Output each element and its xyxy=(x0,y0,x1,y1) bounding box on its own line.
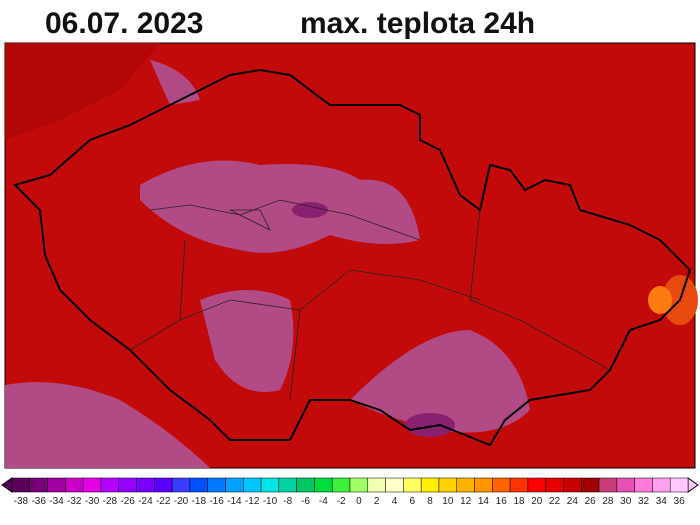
legend-swatch xyxy=(581,477,600,493)
legend-swatch xyxy=(331,477,351,493)
title: max. teplota 24h xyxy=(300,7,535,40)
legend-label: 16 xyxy=(496,496,508,507)
legend-label: 30 xyxy=(620,496,632,507)
date: 06.07. 2023 xyxy=(45,7,203,40)
legend-swatch xyxy=(438,477,457,493)
cool-area xyxy=(140,160,420,253)
legend-swatch xyxy=(367,477,386,493)
legend-swatch xyxy=(545,477,564,493)
legend-swatch xyxy=(420,477,440,493)
legend-swatch xyxy=(225,477,244,493)
legend-swatch xyxy=(314,477,333,493)
legend-swatch xyxy=(136,477,155,493)
region-borders xyxy=(129,199,611,401)
legend-swatch xyxy=(243,477,262,493)
legend-label: 18 xyxy=(513,496,525,507)
legend-swatch xyxy=(189,477,208,493)
legend-swatch xyxy=(492,477,511,493)
legend-swatch xyxy=(403,477,422,493)
legend-label: -8 xyxy=(283,496,292,507)
legend-swatch xyxy=(29,477,48,493)
legend-swatch xyxy=(385,477,404,493)
legend: -38 -36 -34 -32 -30 -28 -26 -24 -22 -20 -18 -16 -14-… xyxy=(1,477,699,507)
hot-spot xyxy=(648,286,672,314)
legend-label: 24 xyxy=(567,496,579,507)
legend-swatch xyxy=(65,477,84,493)
legend-swatch xyxy=(47,477,66,493)
legend-label: 26 xyxy=(585,496,597,507)
legend-label: 4 xyxy=(392,496,398,507)
legend-arrow xyxy=(687,477,699,493)
legend-label: 6 xyxy=(409,496,415,507)
legend-label: -24 xyxy=(138,496,153,507)
legend-label: 20 xyxy=(531,496,543,507)
legend-swatch xyxy=(171,477,191,493)
legend-swatch xyxy=(154,477,173,493)
legend-swatch xyxy=(118,477,137,493)
legend-swatch xyxy=(669,477,689,493)
legend-label: -20 xyxy=(174,496,189,507)
map xyxy=(4,42,698,469)
legend-label: 22 xyxy=(549,496,561,507)
legend-swatch xyxy=(652,477,671,493)
legend-label: -6 xyxy=(301,496,310,507)
legend-swatch xyxy=(278,477,297,493)
legend-label: -36 xyxy=(31,496,46,507)
legend-swatch xyxy=(634,477,653,493)
legend-label: -38 xyxy=(14,496,29,507)
field xyxy=(5,43,160,140)
legend-swatch xyxy=(456,477,475,493)
legend-label: 0 xyxy=(356,496,362,507)
legend-label: 8 xyxy=(427,496,433,507)
cool-area xyxy=(350,330,530,433)
legend-swatch xyxy=(100,477,119,493)
legend-swatch xyxy=(474,477,493,493)
legend-label: 2 xyxy=(374,496,380,507)
legend-label: 32 xyxy=(638,496,650,507)
legend-label: 14 xyxy=(478,496,490,507)
legend-swatch xyxy=(207,477,226,493)
legend-label: -2 xyxy=(337,496,346,507)
legend-swatch xyxy=(349,477,369,493)
legend-label: -30 xyxy=(85,496,100,507)
legend-label: -22 xyxy=(156,496,171,507)
legend-swatch xyxy=(616,477,635,493)
legend-label: -28 xyxy=(103,496,118,507)
legend-swatch xyxy=(598,477,618,493)
legend-label: -4 xyxy=(319,496,328,507)
legend-label: -14 xyxy=(227,496,242,507)
legend-label: -16 xyxy=(209,496,224,507)
legend-swatch xyxy=(296,477,315,493)
legend-label: -18 xyxy=(192,496,207,507)
country-border xyxy=(13,68,692,447)
legend-label: -32 xyxy=(67,496,82,507)
legend-swatch xyxy=(82,477,102,493)
cool-core xyxy=(405,413,455,437)
cool-core xyxy=(292,202,328,218)
cool-area xyxy=(150,60,200,105)
legend-label: -10 xyxy=(263,496,278,507)
legend-swatch xyxy=(11,477,31,493)
legend-label: 12 xyxy=(460,496,472,507)
cool-area xyxy=(200,290,294,392)
cool-area xyxy=(5,382,210,468)
legend-label: 34 xyxy=(656,496,668,507)
legend-label: 36 xyxy=(674,496,686,507)
legend-swatch xyxy=(260,477,280,493)
legend-swatch xyxy=(563,477,582,493)
map-frame xyxy=(4,42,696,469)
legend-label: 10 xyxy=(442,496,454,507)
legend-label: 28 xyxy=(602,496,614,507)
legend-label: -26 xyxy=(120,496,135,507)
legend-swatch xyxy=(527,477,546,493)
legend-label: -34 xyxy=(49,496,64,507)
legend-label: -12 xyxy=(245,496,260,507)
legend-arrow xyxy=(1,477,13,493)
legend-swatch xyxy=(509,477,529,493)
